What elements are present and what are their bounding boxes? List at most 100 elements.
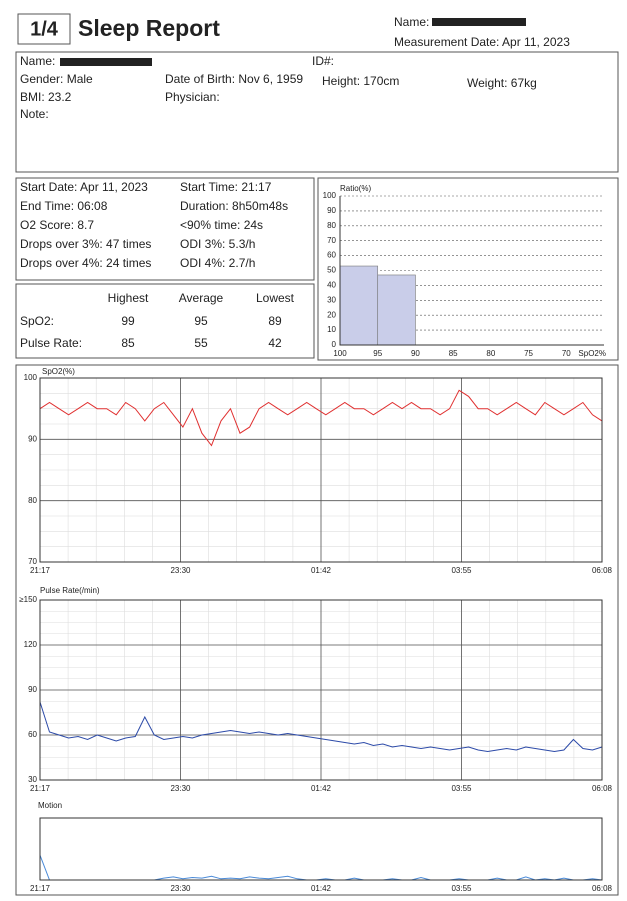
weight: Weight: 67kg: [467, 76, 537, 90]
page-number: 1/4: [30, 18, 59, 40]
summary-item: Drops over 4%: 24 times: [20, 256, 151, 270]
bar: [339, 265, 379, 346]
stats-label: Pulse Rate:: [20, 336, 82, 350]
x-tick-label: 100: [333, 349, 347, 358]
y-tick-label: 10: [327, 325, 336, 334]
x-tick-label: 01:42: [311, 566, 332, 575]
gender: Gender: Male: [20, 72, 93, 86]
x-tick-label: 23:30: [170, 884, 191, 893]
stats-header: Average: [179, 291, 224, 305]
y-tick-label: 100: [323, 191, 337, 200]
y-tick-label: 70: [327, 236, 336, 245]
chart-title: Ratio(%): [340, 184, 371, 193]
x-tick-label: 70: [562, 349, 571, 358]
trend-box: [15, 364, 619, 896]
chart-title: Motion: [38, 801, 62, 810]
height: Height: 170cm: [322, 74, 399, 88]
x-tick-label: 03:55: [451, 784, 472, 793]
bar: [377, 274, 416, 346]
x-tick-label: 01:42: [311, 884, 332, 893]
y-tick-label: 60: [28, 730, 37, 739]
y-tick-label: 20: [327, 310, 336, 319]
note: Note:: [20, 107, 49, 121]
y-tick-label: 70: [28, 557, 37, 566]
x-tick-label: 23:30: [170, 566, 191, 575]
stats-box: [15, 283, 315, 359]
x-tick-label: 75: [524, 349, 533, 358]
x-tick-label: 90: [411, 349, 420, 358]
physician: Physician:: [165, 90, 220, 104]
x-tick-label: 95: [373, 349, 382, 358]
x-axis-label: SpO2%: [578, 349, 606, 358]
x-tick-label: 06:08: [592, 884, 613, 893]
stats-label: SpO2:: [20, 314, 54, 328]
report-title: Sleep Report: [78, 15, 220, 41]
stats-value: 55: [194, 336, 208, 350]
patient-box: [15, 51, 619, 173]
y-tick-label: 0: [332, 340, 337, 349]
summary-item: Start Time: 21:17: [180, 180, 272, 194]
chart-title: Pulse Rate(/min): [40, 586, 100, 595]
data-line: [39, 389, 603, 447]
x-tick-label: 85: [449, 349, 458, 358]
y-tick-label: 90: [28, 685, 37, 694]
id: ID#:: [312, 54, 334, 68]
x-tick-label: 06:08: [592, 566, 613, 575]
ratio-box: [317, 177, 619, 361]
measurement-date: Measurement Date: Apr 11, 2023: [394, 35, 570, 49]
summary-item: Start Date: Apr 11, 2023: [20, 180, 148, 194]
y-tick-label: 50: [327, 266, 336, 275]
generated: Start Date: Apr 11, 2023 Start Time: 21:1…: [19, 180, 612, 893]
y-tick-label: 80: [28, 496, 37, 505]
summary-item: ODI 3%: 5.3/h: [180, 237, 255, 251]
plot-frame: [39, 377, 603, 563]
stats-value: 89: [268, 314, 282, 328]
stats-value: 42: [268, 336, 282, 350]
plot-frame: [39, 817, 603, 881]
y-tick-label: 40: [327, 281, 336, 290]
stats-value: 85: [121, 336, 135, 350]
bmi: BMI: 23.2: [20, 90, 72, 104]
dob: Date of Birth: Nov 6, 1959: [165, 72, 303, 86]
plot-frame: [39, 599, 603, 781]
summary-item: O2 Score: 8.7: [20, 218, 94, 232]
summary-item: Drops over 3%: 47 times: [20, 237, 151, 251]
stats-value: 99: [121, 314, 135, 328]
y-tick-label: 120: [24, 640, 38, 649]
x-tick-label: 06:08: [592, 784, 613, 793]
summary-item: ODI 4%: 2.7/h: [180, 256, 255, 270]
x-tick-label: 21:17: [30, 884, 51, 893]
x-tick-label: 80: [486, 349, 495, 358]
name-label: Name:: [394, 15, 429, 29]
y-tick-label: 90: [28, 434, 37, 443]
y-tick-label: 80: [327, 221, 336, 230]
x-tick-label: 21:17: [30, 566, 51, 575]
summary-box: [15, 177, 315, 281]
y-tick-label: 30: [327, 295, 336, 304]
y-tick-label: ≥150: [19, 595, 37, 604]
axis: [339, 196, 604, 346]
stats-header: Highest: [108, 291, 149, 305]
x-tick-label: 03:55: [451, 566, 472, 575]
x-tick-label: 01:42: [311, 784, 332, 793]
stats-value: 95: [194, 314, 208, 328]
y-tick-label: 30: [28, 775, 37, 784]
data-line: [39, 855, 603, 881]
summary-item: Duration: 8h50m48s: [180, 199, 288, 213]
redaction: [60, 58, 152, 66]
stats-header: Lowest: [256, 291, 295, 305]
chart-title: SpO2(%): [42, 367, 75, 376]
x-tick-label: 21:17: [30, 784, 51, 793]
summary-item: <90% time: 24s: [180, 218, 263, 232]
page-box: [17, 13, 71, 45]
y-tick-label: 90: [327, 206, 336, 215]
y-tick-label: 100: [24, 373, 38, 382]
x-tick-label: 23:30: [170, 784, 191, 793]
data-line: [39, 701, 603, 753]
patient-name: Name:: [20, 54, 55, 68]
summary-item: End Time: 06:08: [20, 199, 108, 213]
x-tick-label: 03:55: [451, 884, 472, 893]
redaction: [432, 18, 526, 26]
y-tick-label: 60: [327, 251, 336, 260]
